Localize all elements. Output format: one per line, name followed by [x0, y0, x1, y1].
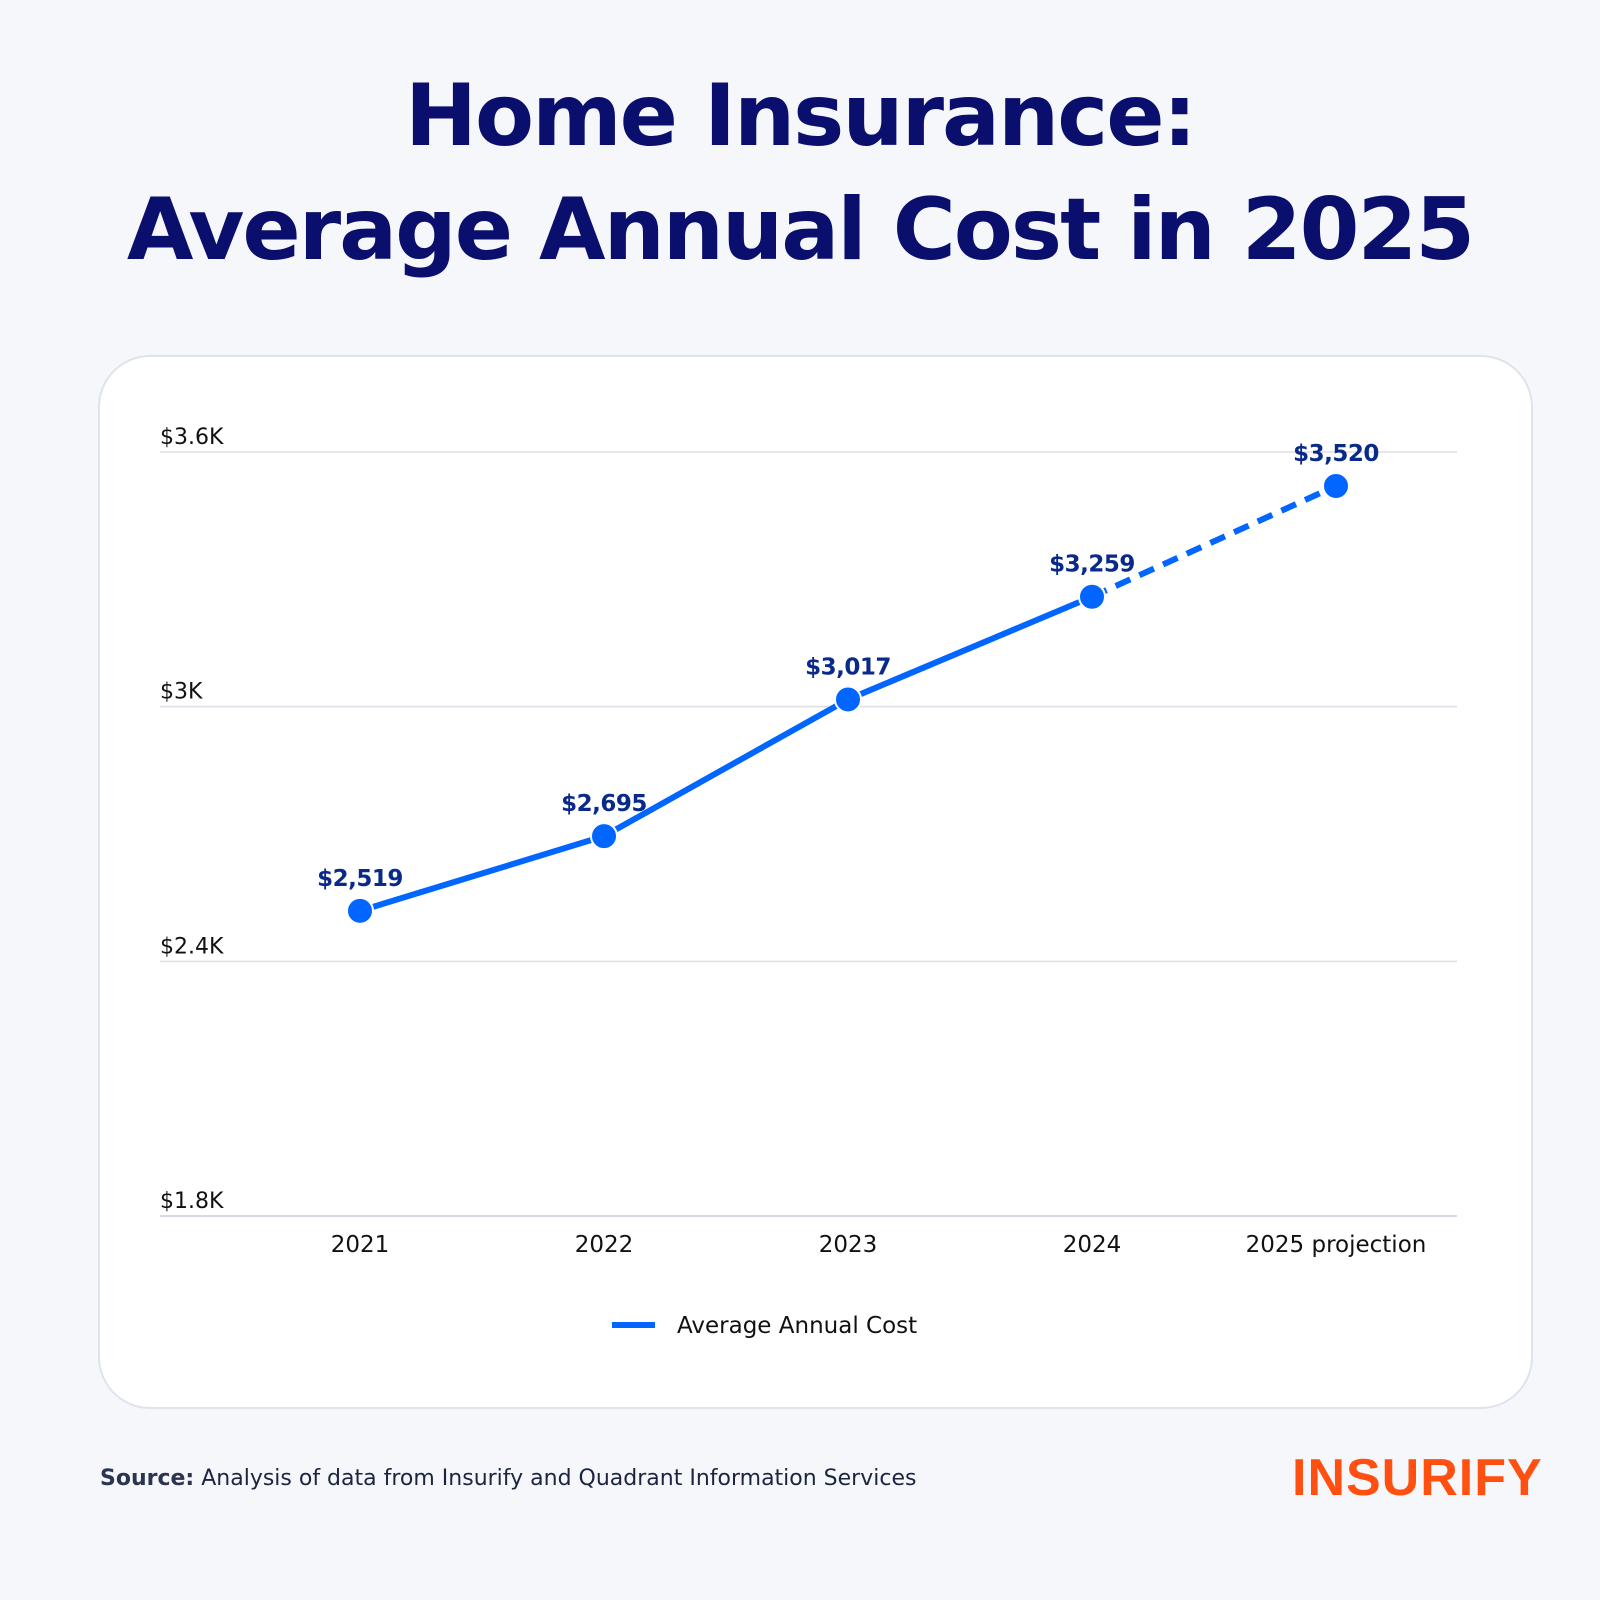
projection-segment — [1090, 483, 1338, 600]
x-tick-label: 2024 — [1063, 1232, 1122, 1258]
data-label: $2,695 — [561, 791, 647, 817]
legend-label: Average Annual Cost — [677, 1313, 917, 1339]
data-label: $2,519 — [317, 866, 403, 892]
x-tick-label: 2025 projection — [1246, 1232, 1427, 1258]
x-tick-label: 2023 — [819, 1232, 878, 1258]
chart-title-line2: Average Annual Cost in 2025 — [126, 180, 1475, 280]
data-point — [834, 685, 862, 714]
source-text: Analysis of data from Insurify and Quadr… — [194, 1466, 917, 1491]
chart-title-line1: Home Insurance: — [405, 66, 1197, 166]
line-segment — [602, 696, 850, 839]
data-point — [1322, 471, 1350, 500]
source-note: Source: Analysis of data from Insurify a… — [100, 1466, 916, 1491]
y-tick-label: $1.8K — [160, 1189, 224, 1214]
y-tick-label: $3.6K — [160, 425, 224, 450]
y-tick-label: $2.4K — [160, 934, 224, 959]
insurify-logo: INSURIFY — [1292, 1449, 1543, 1507]
x-tick-label: 2021 — [331, 1232, 390, 1258]
line-segment — [846, 593, 1094, 703]
source-label: Source: — [100, 1466, 195, 1491]
line-segment — [359, 833, 605, 914]
data-point — [346, 896, 374, 925]
data-point — [590, 822, 618, 851]
chart-card — [98, 355, 1533, 1409]
x-tick-label: 2022 — [575, 1232, 634, 1258]
y-tick-label: $3K — [160, 680, 203, 705]
data-label: $3,259 — [1049, 552, 1135, 578]
data-label: $3,520 — [1293, 441, 1379, 467]
data-label: $3,017 — [805, 654, 891, 680]
data-point — [1078, 582, 1106, 611]
